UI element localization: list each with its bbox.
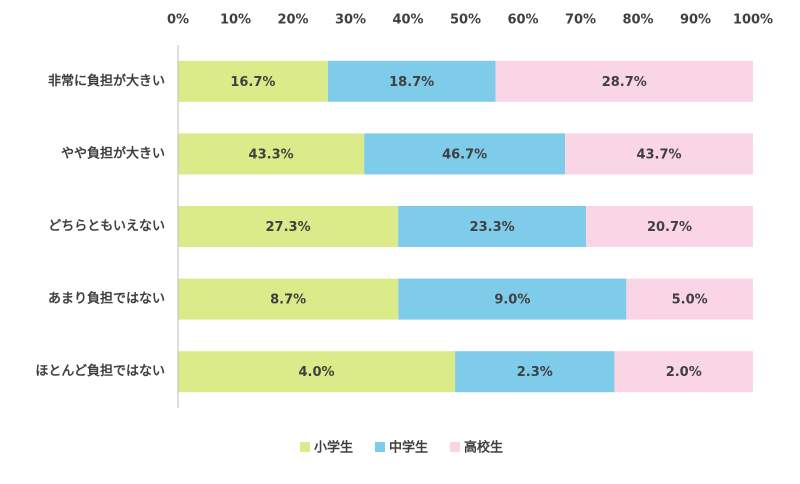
data-label: 8.7%	[270, 293, 306, 308]
data-label: 28.7%	[602, 75, 647, 90]
data-label: 18.7%	[389, 75, 434, 90]
legend-label: 高校生	[464, 440, 503, 456]
bar-segment	[398, 278, 627, 320]
data-label: 43.3%	[249, 147, 294, 162]
x-tick-label: 90%	[680, 13, 711, 28]
x-tick-label: 0%	[167, 13, 189, 28]
data-label: 23.3%	[470, 220, 515, 235]
y-tick-label: どちらともいえない	[48, 219, 165, 234]
data-label: 2.0%	[666, 365, 702, 380]
data-label: 2.3%	[517, 365, 553, 380]
bar-segment	[586, 206, 753, 247]
bar-segment	[364, 133, 566, 175]
x-tick-label: 10%	[220, 13, 251, 28]
bar-segment	[614, 351, 753, 393]
data-label: 5.0%	[672, 293, 708, 308]
legend-label: 中学生	[389, 440, 428, 456]
bar-segment	[398, 206, 587, 247]
y-tick-label: 非常に負担が大きい	[48, 73, 165, 89]
data-label: 4.0%	[299, 365, 335, 380]
x-tick-label: 70%	[565, 13, 596, 28]
bar-segment	[455, 351, 615, 393]
bar-segment	[626, 278, 753, 320]
x-tick-label: 50%	[450, 13, 481, 28]
y-tick-label: ほとんど負担ではない	[35, 363, 165, 379]
legend-swatch	[450, 442, 460, 452]
x-tick-label: 20%	[277, 13, 308, 28]
y-tick-label: やや負担が大きい	[61, 145, 165, 161]
legend-label: 小学生	[314, 440, 353, 456]
x-tick-label: 40%	[392, 13, 423, 28]
x-tick-label: 100%	[733, 13, 773, 28]
data-label: 46.7%	[442, 147, 487, 162]
legend-swatch	[300, 442, 310, 452]
legend-swatch	[375, 442, 385, 452]
bar-segment	[178, 133, 365, 175]
bar-segment	[178, 206, 399, 247]
data-label: 9.0%	[494, 293, 530, 308]
data-label: 27.3%	[266, 220, 311, 235]
data-label: 16.7%	[230, 75, 275, 90]
bar-segment	[178, 60, 328, 102]
bar-segment	[327, 60, 496, 102]
data-label: 43.7%	[636, 147, 681, 162]
bar-segment	[565, 133, 753, 175]
x-tick-label: 30%	[335, 13, 366, 28]
x-tick-label: 60%	[507, 13, 538, 28]
bar-segment	[178, 351, 456, 393]
bar-segment	[178, 278, 399, 320]
x-tick-label: 80%	[622, 13, 653, 28]
data-label: 20.7%	[647, 220, 692, 235]
bar-segment	[495, 60, 753, 102]
y-tick-label: あまり負担ではない	[48, 291, 165, 307]
